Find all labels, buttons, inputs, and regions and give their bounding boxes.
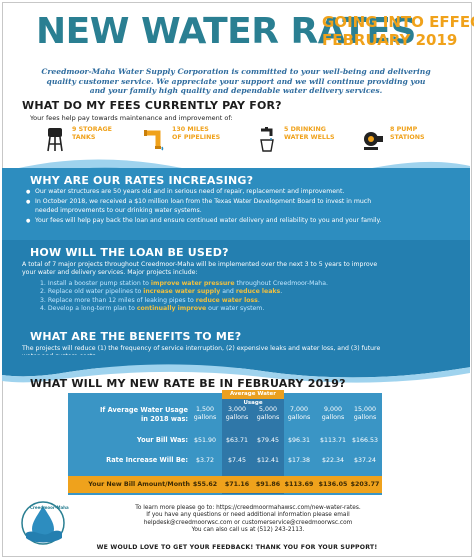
fee-label-pumps: 8 PUMP STATIONS: [390, 126, 425, 141]
mission-line-1: Creedmoor-Maha Water Supply Corporation …: [41, 67, 431, 76]
newbill-cell: $91.86: [255, 481, 281, 488]
effective-date-banner: GOING INTO EFFECT FEBRUARY 2019: [322, 13, 474, 49]
usage-cell: 3,000: [227, 406, 247, 413]
usage-cell: 9,000: [323, 406, 343, 413]
pipeline-icon: [144, 126, 166, 152]
newbill-cell: $203.77: [350, 481, 380, 488]
company-logo: [21, 501, 65, 545]
increasing-bullets: Our water structures are 50 years old an…: [26, 188, 446, 228]
mission-line-2: quality customer service. We appreciate …: [46, 76, 426, 86]
usage-unit-cell: gallons: [193, 414, 217, 421]
increase-cell: $7.45: [227, 457, 247, 464]
bill-cell: $166.53: [351, 437, 379, 444]
usage-cell: 15,000: [353, 406, 377, 413]
bottom-wave: [2, 355, 470, 383]
list-item: In October 2018, we received a $10 milli…: [26, 198, 446, 207]
newrate-heading: WHAT WILL MY NEW RATE BE IN FEBRUARY 201…: [30, 377, 346, 390]
newbill-cell: $71.16: [224, 481, 250, 488]
row-label-usage: If Average Water Usage in 2018 was:: [99, 406, 188, 423]
increase-cell: $17.38: [287, 457, 311, 464]
faucet-icon: [256, 126, 278, 152]
fee-item-pumps: 8 PUMP STATIONS: [362, 126, 444, 154]
loan-heading: HOW WILL THE LOAN BE USED?: [30, 246, 229, 259]
footer-message: WE WOULD LOVE TO GET YOUR FEEDBACK! THAN…: [96, 544, 378, 551]
bill-cell: $96.31: [287, 437, 311, 444]
loan-projects: 1. Install a booster pump station to imp…: [40, 280, 440, 314]
increasing-heading: WHY ARE OUR RATES INCREASING?: [30, 174, 254, 187]
row-label-bill: Your Bill Was:: [136, 436, 188, 444]
usage-cell: 7,000: [289, 406, 309, 413]
fees-intro: Your fees help pay towards maintenance a…: [30, 114, 233, 122]
loan-section: [2, 240, 470, 368]
usage-unit-cell: gallons: [353, 414, 377, 421]
contact-line-2: If you have any questions or need additi…: [146, 512, 350, 519]
mission-statement: Creedmoor-Maha Water Supply Corporation …: [30, 67, 442, 96]
newbill-cell: $55.62: [192, 481, 218, 488]
logo-text: Creedmoor-Maha: [30, 505, 69, 510]
newbill-cell: $113.69: [284, 481, 314, 488]
fee-label-wells: 5 DRINKING WATER WELLS: [284, 126, 335, 141]
new-bill-row: [68, 476, 382, 493]
newbill-cell: $136.05: [318, 481, 348, 488]
usage-unit-cell: gallons: [321, 414, 345, 421]
contact-line-1[interactable]: To learn more please go to: https://cree…: [135, 505, 361, 511]
pump-icon: [362, 126, 384, 152]
contact-line-4: You can also call us at (512) 243-2113.: [191, 526, 305, 533]
increase-cell: $22.34: [321, 457, 345, 464]
list-item: Your fees will help pay back the loan an…: [26, 217, 446, 226]
fee-label-pipelines: 130 MILES OF PIPELINES: [172, 126, 221, 141]
list-item: 4. Develop a long-term plan to continual…: [40, 305, 265, 313]
contact-info: To learn more please go to: https://cree…: [88, 505, 408, 534]
list-item: Our water structures are 50 years old an…: [26, 188, 446, 197]
bill-cell: $63.71: [225, 437, 249, 444]
row-label-newbill: Your New Bill Amount/Month: [88, 481, 190, 488]
increase-cell: $3.72: [195, 457, 215, 464]
mission-line-3: and your family high quality and dependa…: [89, 86, 383, 95]
list-item: 2. Replace old water pipelines to increa…: [40, 288, 283, 296]
page-title: NEW WATER RATES: [36, 11, 416, 52]
list-item: 1. Install a booster pump station to imp…: [40, 280, 328, 287]
effect-line-2: FEBRUARY 2019: [322, 31, 458, 49]
bill-cell: $113.71: [319, 437, 347, 444]
fee-item-tanks: 9 STORAGE TANKS: [44, 126, 126, 154]
average-usage-label: Average Water Usage: [222, 390, 284, 406]
usage-unit-cell: gallons: [256, 414, 280, 421]
increase-cell: $37.24: [353, 457, 377, 464]
list-item-continued: needed improvements to our drinking wate…: [35, 206, 202, 214]
contact-line-3[interactable]: helpdesk@creedmoorwsc.com or customerser…: [143, 519, 353, 526]
fee-item-wells: 5 DRINKING WATER WELLS: [256, 126, 338, 154]
usage-unit-cell: gallons: [287, 414, 311, 421]
loan-intro: A total of 7 major projects throughout C…: [22, 261, 378, 277]
bill-cell: $51.90: [193, 437, 217, 444]
usage-cell: 1,500: [195, 406, 215, 413]
usage-cell: 5,000: [258, 406, 278, 413]
usage-unit-cell: gallons: [225, 414, 249, 421]
list-item: 3. Replace more than 12 miles of leaking…: [40, 296, 260, 304]
row-label-increase: Rate Increase Will Be:: [106, 456, 188, 464]
benefits-heading: WHAT ARE THE BENEFITS TO ME?: [30, 330, 242, 343]
effect-line-1: GOING INTO EFFECT: [322, 13, 474, 31]
fee-label-tanks: 9 STORAGE TANKS: [72, 126, 112, 141]
bill-cell: $79.45: [256, 437, 280, 444]
fee-item-pipelines: 130 MILES OF PIPELINES: [144, 126, 226, 154]
water-tower-icon: [44, 126, 66, 152]
increase-cell: $12.41: [256, 457, 280, 464]
fees-heading: WHAT DO MY FEES CURRENTLY PAY FOR?: [22, 99, 282, 112]
